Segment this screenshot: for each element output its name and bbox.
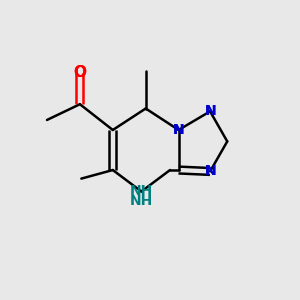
Text: N: N — [173, 123, 184, 137]
Circle shape — [72, 65, 88, 81]
Text: O: O — [74, 65, 86, 80]
Text: NH: NH — [130, 194, 153, 208]
Text: N: N — [204, 104, 216, 118]
Circle shape — [202, 103, 218, 119]
Circle shape — [202, 164, 218, 179]
Text: N: N — [204, 164, 216, 178]
Text: N: N — [204, 104, 216, 118]
Text: N: N — [204, 164, 216, 178]
Text: NH: NH — [130, 184, 153, 199]
Circle shape — [130, 181, 152, 202]
Text: N: N — [173, 123, 184, 137]
Text: O: O — [74, 65, 86, 80]
Circle shape — [171, 122, 187, 138]
